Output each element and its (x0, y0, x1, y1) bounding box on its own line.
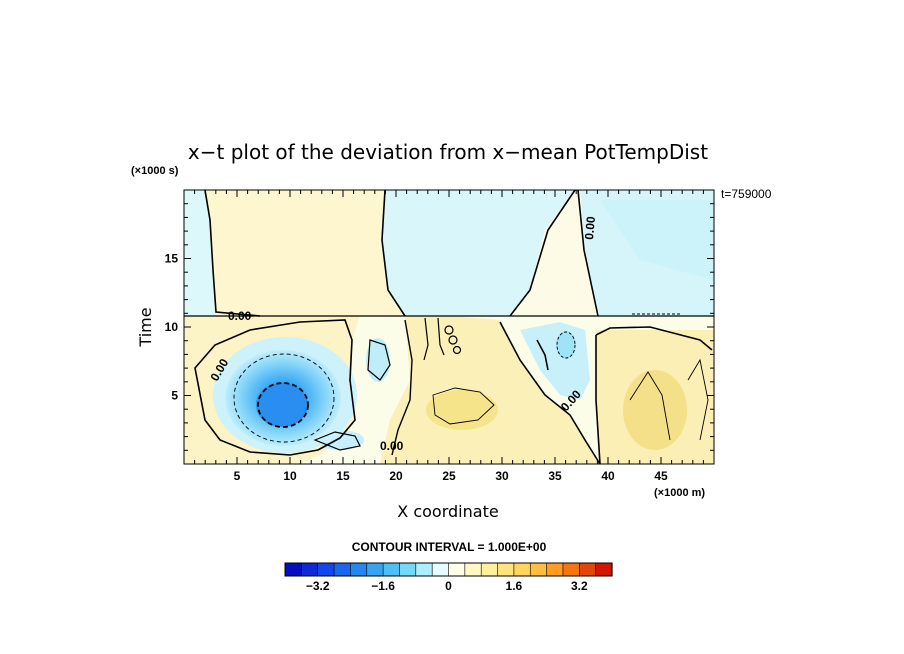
contour-interval-note: CONTOUR INTERVAL = 1.000E+00 (352, 540, 547, 554)
x-axis-unit: (×1000 m) (654, 487, 705, 499)
colorbar-cell (546, 562, 564, 577)
colorbar-cell (595, 562, 613, 577)
y-tick-label: 10 (165, 320, 179, 334)
colorbar-cell (480, 562, 499, 577)
x-tick-label: 20 (389, 469, 403, 483)
colorbar-cell (415, 562, 433, 577)
colorbar-frame (284, 562, 613, 577)
time-note: t=759000 (721, 187, 772, 201)
colorbar-cell (366, 562, 384, 577)
colorbar-tick-label: −3.2 (306, 579, 330, 593)
y-tick-label: 15 (165, 252, 179, 266)
colorbar-tick-label: 0 (445, 579, 452, 593)
contour-label: 0.00 (228, 309, 252, 323)
x-axis-label: X coordinate (397, 502, 498, 521)
colorbar-cell (464, 562, 482, 577)
colorbar-tick-label: 1.6 (506, 579, 523, 593)
colorbar-cell (448, 562, 466, 577)
y-axis-ticks: 5 10 15 (165, 252, 179, 403)
x-tick-label: 35 (548, 469, 562, 483)
y-tick-label: 5 (171, 389, 178, 403)
colorbar-cell (513, 562, 531, 577)
x-tick-label: 10 (283, 469, 297, 483)
x-tick-label: 15 (336, 469, 350, 483)
colorbar-tick-label: −1.6 (371, 579, 395, 593)
x-tick-label: 25 (442, 469, 456, 483)
contour-label: 0.00 (380, 439, 404, 453)
colorbar-cell (284, 562, 302, 577)
x-tick-label: 30 (495, 469, 509, 483)
colorbar-ticks: −3.2 −1.6 0 1.6 3.2 (306, 579, 588, 593)
colorbar-cell (562, 562, 580, 577)
contour-label: 0.00 (582, 215, 598, 240)
contour-field (184, 190, 714, 464)
colorbar-cell (317, 562, 335, 577)
colorbar-cell (382, 562, 401, 577)
x-tick-label: 40 (601, 469, 615, 483)
minor-ticks (184, 190, 714, 464)
x-tick-label: 45 (654, 469, 668, 483)
colorbar-cell (431, 562, 450, 577)
chart-title: x−t plot of the deviation from x−mean Po… (188, 140, 708, 164)
colorbar-cell (529, 562, 548, 577)
colorbar-tick-label: 3.2 (571, 579, 588, 593)
colorbar-cell (301, 562, 319, 577)
y-axis-label: Time (136, 307, 155, 347)
colorbar-cell (497, 562, 515, 577)
y-axis-unit: (×1000 s) (131, 165, 179, 177)
colorbar-cell (350, 562, 368, 577)
x-axis-ticks: 5 10 15 20 25 30 35 40 45 (234, 469, 668, 483)
colorbar-cell (578, 562, 597, 577)
contour-lines (184, 190, 714, 464)
colorbar-cell (333, 562, 351, 577)
colorbar-cell (399, 562, 417, 577)
x-tick-label: 5 (234, 469, 241, 483)
colorbar (284, 562, 613, 577)
